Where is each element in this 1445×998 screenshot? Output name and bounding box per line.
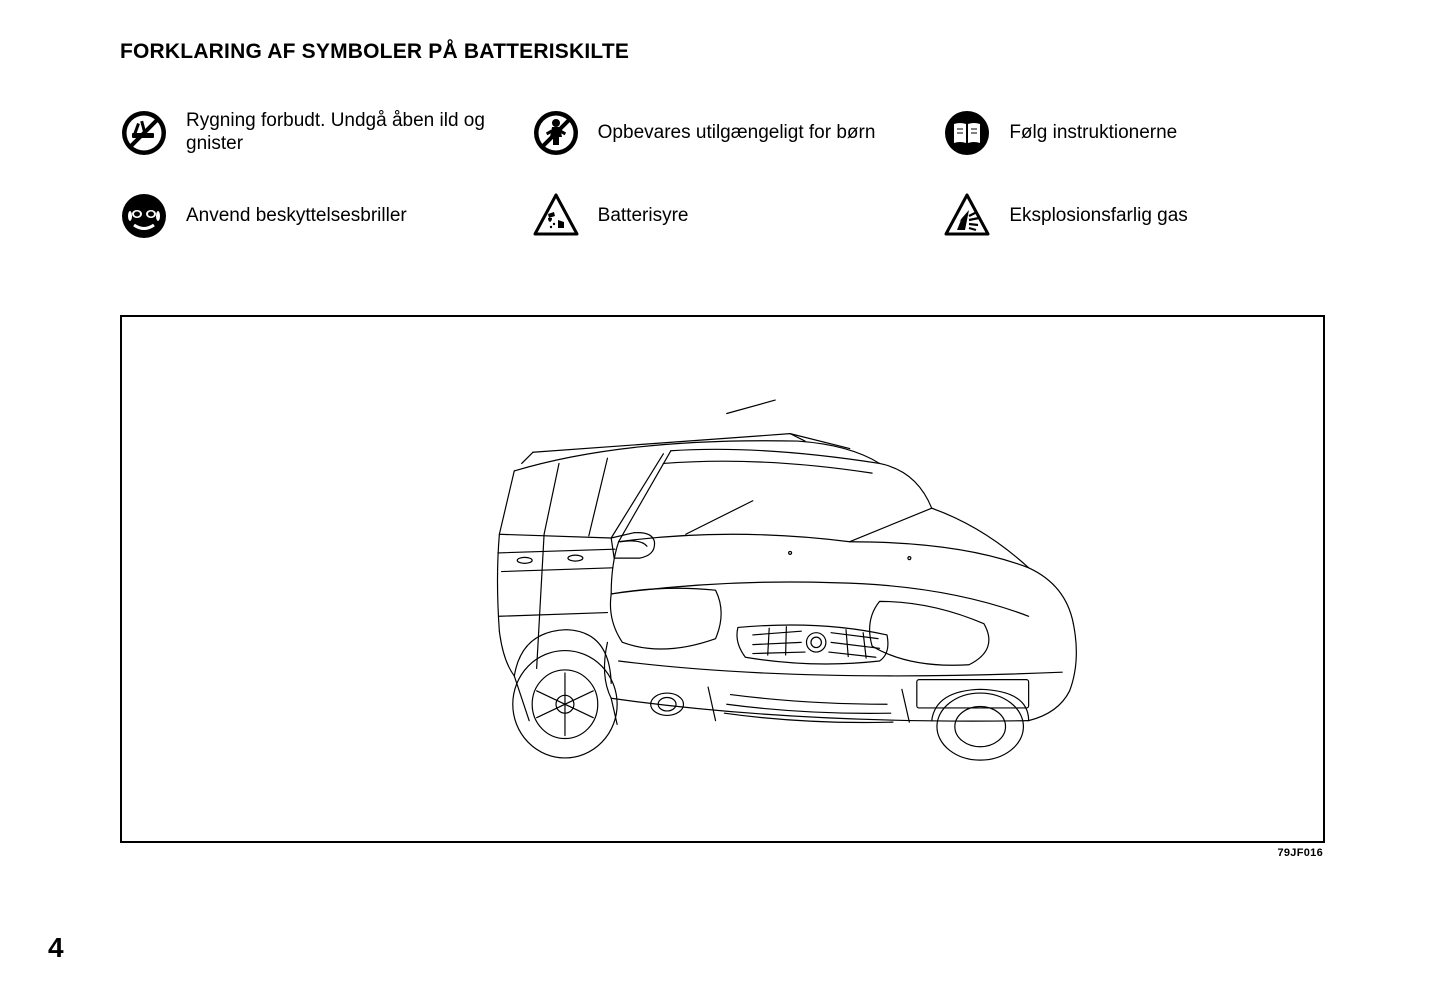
figure-code: 79JF016 [1277,847,1323,859]
vehicle-illustration-frame: 79JF016 [120,315,1325,843]
symbol-label: Opbevares utilgængeligt for børn [598,122,876,145]
explosion-icon [943,192,991,240]
symbol-follow-instructions: Følg instruktionerne [943,109,1325,157]
vehicle-illustration [313,329,1133,829]
symbol-label: Følg instruktionerne [1009,122,1177,145]
manual-icon [943,109,991,157]
symbol-explosive-gas: Eksplosionsfarlig gas [943,192,1325,240]
symbol-label: Rygning forbudt. Undgå åben ild og gnist… [186,110,502,156]
symbol-label: Eksplosionsfarlig gas [1009,205,1187,228]
symbol-keep-away-children: Opbevares utilgængeligt for børn [532,109,914,157]
corrosive-icon [532,192,580,240]
symbol-label: Batterisyre [598,205,689,228]
keep-away-children-icon [532,109,580,157]
page-heading: FORKLARING AF SYMBOLER PÅ BATTERISKILTE [120,40,1325,64]
symbol-no-smoking: Rygning forbudt. Undgå åben ild og gnist… [120,109,502,157]
symbol-battery-acid: Batterisyre [532,192,914,240]
symbol-label: Anvend beskyttelsesbriller [186,205,407,228]
symbol-grid: Rygning forbudt. Undgå åben ild og gnist… [120,109,1325,240]
page-number: 4 [48,932,64,964]
goggles-icon [120,192,168,240]
symbol-wear-goggles: Anvend beskyttelsesbriller [120,192,502,240]
no-smoking-icon [120,109,168,157]
